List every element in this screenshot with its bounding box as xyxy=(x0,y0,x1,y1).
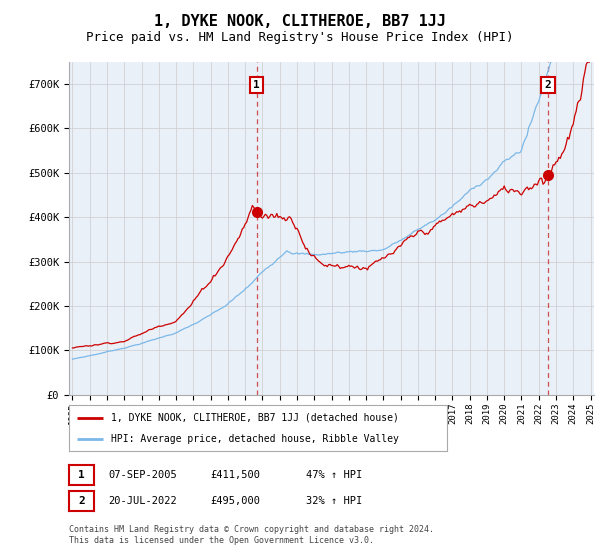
Text: 1, DYKE NOOK, CLITHEROE, BB7 1JJ: 1, DYKE NOOK, CLITHEROE, BB7 1JJ xyxy=(154,14,446,29)
Text: 32% ↑ HPI: 32% ↑ HPI xyxy=(306,496,362,506)
Text: HPI: Average price, detached house, Ribble Valley: HPI: Average price, detached house, Ribb… xyxy=(110,434,398,444)
Text: 20-JUL-2022: 20-JUL-2022 xyxy=(108,496,177,506)
Text: 07-SEP-2005: 07-SEP-2005 xyxy=(108,470,177,480)
Text: 2: 2 xyxy=(545,80,551,90)
Text: Contains HM Land Registry data © Crown copyright and database right 2024.
This d: Contains HM Land Registry data © Crown c… xyxy=(69,525,434,545)
Text: £495,000: £495,000 xyxy=(210,496,260,506)
Text: Price paid vs. HM Land Registry's House Price Index (HPI): Price paid vs. HM Land Registry's House … xyxy=(86,31,514,44)
Text: 1, DYKE NOOK, CLITHEROE, BB7 1JJ (detached house): 1, DYKE NOOK, CLITHEROE, BB7 1JJ (detach… xyxy=(110,413,398,423)
Text: 2: 2 xyxy=(78,496,85,506)
Text: 47% ↑ HPI: 47% ↑ HPI xyxy=(306,470,362,480)
Text: 1: 1 xyxy=(78,470,85,480)
Text: 1: 1 xyxy=(253,80,260,90)
Text: £411,500: £411,500 xyxy=(210,470,260,480)
